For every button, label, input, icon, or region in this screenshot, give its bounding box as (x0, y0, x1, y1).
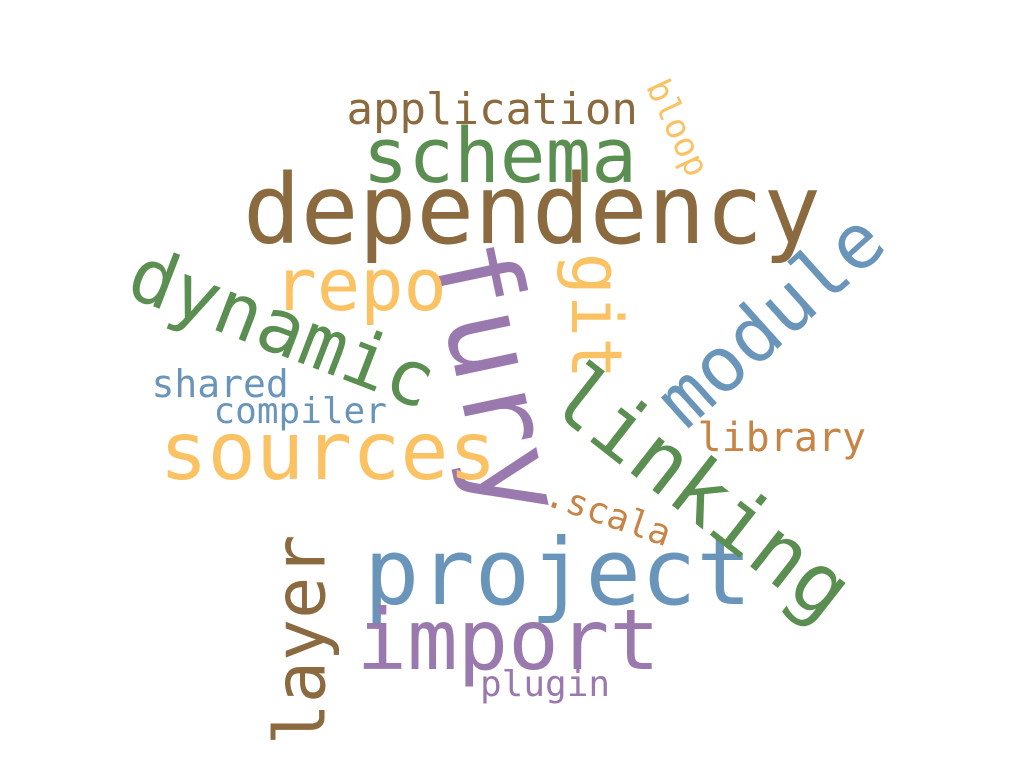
word-library: library (697, 415, 867, 461)
word-import: import (356, 591, 660, 689)
word-project: project (364, 519, 752, 626)
word-schema: schema (362, 111, 638, 200)
word-dependency: dependency (243, 154, 821, 266)
word-plugin: plugin (480, 664, 611, 705)
word-shared: shared (151, 362, 289, 406)
word-repo: repo (273, 243, 447, 327)
word-sources: sources (159, 405, 497, 498)
word-application: application (346, 84, 638, 135)
word-git: git (555, 252, 638, 380)
word-compiler: compiler (213, 391, 387, 432)
word-layer: layer (258, 534, 341, 746)
